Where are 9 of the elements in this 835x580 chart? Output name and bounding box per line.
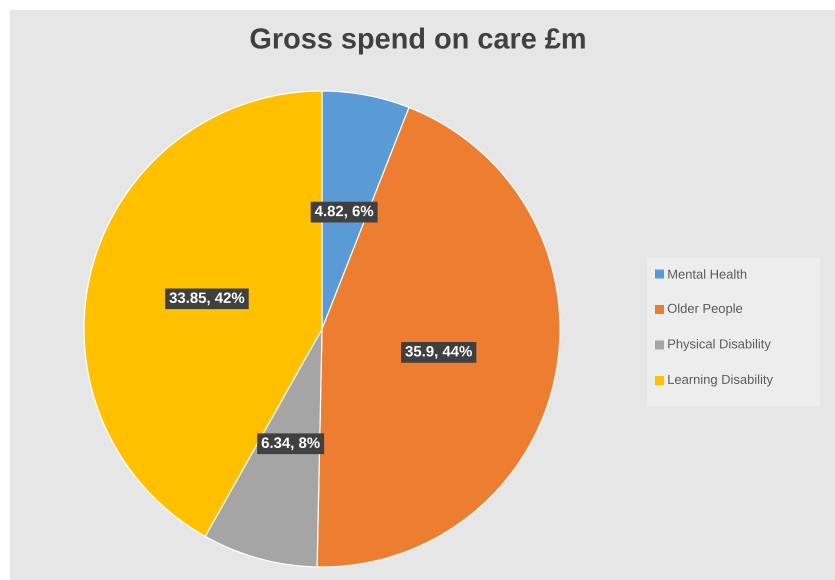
legend-label: Mental Health [668,269,746,279]
data-label: 6.34, 8% [262,437,320,450]
legend-label: Older People [668,303,742,316]
chart-title: Gross spend on care £m [250,28,585,54]
data-label: 4.82, 6% [314,206,374,218]
data-label: 35.9, 44% [405,346,472,359]
legend-label: Physical Disability [668,338,771,352]
legend-label: Learning Disability [668,374,773,387]
data-label: 33.85, 42% [169,292,244,306]
